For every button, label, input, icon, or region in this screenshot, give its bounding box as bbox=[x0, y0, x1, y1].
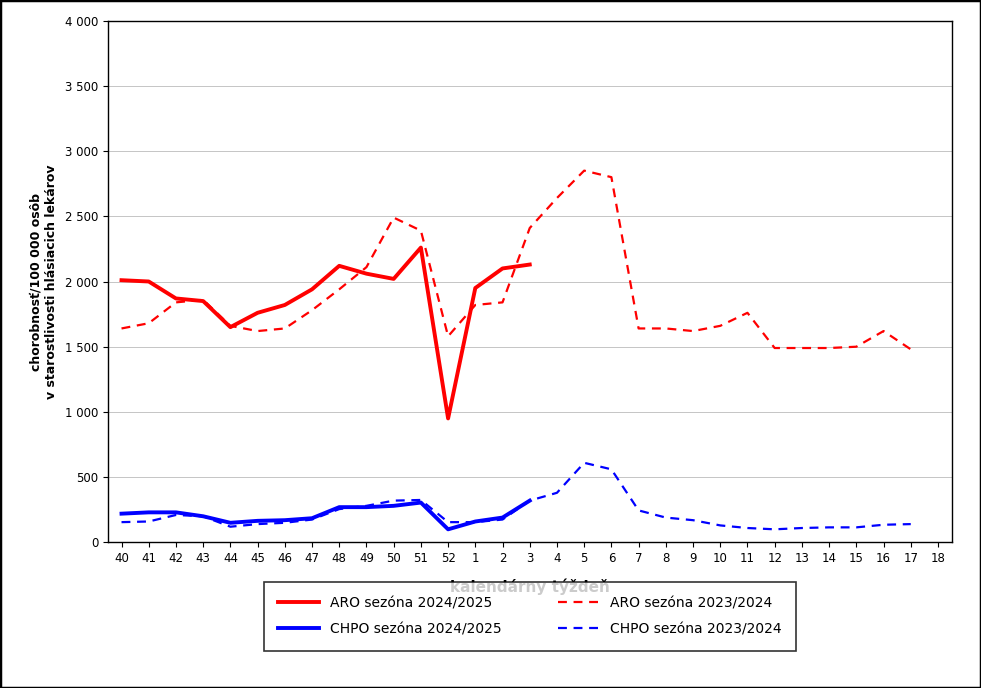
Legend: ARO sezóna 2024/2025, CHPO sezóna 2024/2025, ARO sezóna 2023/2024, CHPO sezóna 2: ARO sezóna 2024/2025, CHPO sezóna 2024/2… bbox=[264, 582, 796, 651]
Y-axis label: chorobnosť/100 000 osôb
v starostlivosti hlásiacich lekárov: chorobnosť/100 000 osôb v starostlivosti… bbox=[29, 164, 58, 399]
X-axis label: kalendárny týždeň: kalendárny týždeň bbox=[450, 579, 609, 596]
